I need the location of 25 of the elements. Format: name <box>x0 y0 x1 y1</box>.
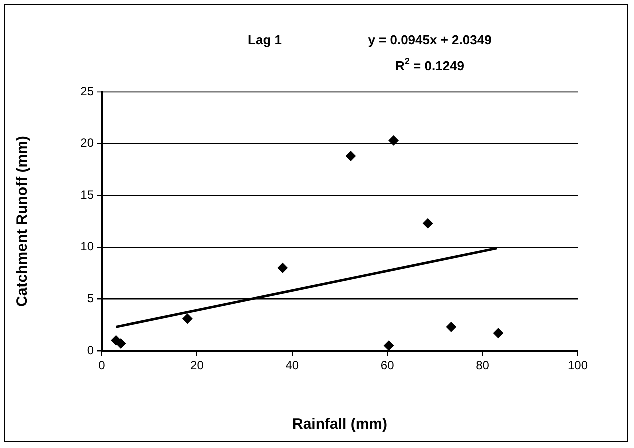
x-axis-title: Rainfall (mm) <box>292 416 388 434</box>
y-axis-title: Catchment Runoff (mm) <box>14 136 32 307</box>
x-tick-label: 80 <box>476 358 490 373</box>
x-tick-label: 0 <box>98 358 106 373</box>
point <box>384 340 394 351</box>
x-tick-label: 40 <box>286 358 300 373</box>
y-tick-label: 5 <box>87 292 94 306</box>
y-tick-label: 0 <box>87 343 94 358</box>
point <box>423 218 434 229</box>
text: y = 0.0945x + 2.0349 <box>368 32 492 48</box>
y-tick-label: 25 <box>80 84 94 98</box>
x-tick-label: 60 <box>380 358 395 373</box>
point <box>446 322 456 332</box>
point <box>388 136 399 146</box>
point <box>346 151 356 162</box>
x-tick-label: 100 <box>568 358 588 373</box>
point <box>278 263 288 274</box>
point <box>116 338 126 349</box>
y-tick-label: 20 <box>80 136 94 150</box>
y-tick-label: 15 <box>80 188 94 202</box>
point <box>494 328 504 338</box>
x-tick-label: 20 <box>190 358 204 373</box>
chart-title: Lag 1 <box>248 32 282 48</box>
point <box>182 314 193 324</box>
y-tick-label: 10 <box>80 240 94 254</box>
